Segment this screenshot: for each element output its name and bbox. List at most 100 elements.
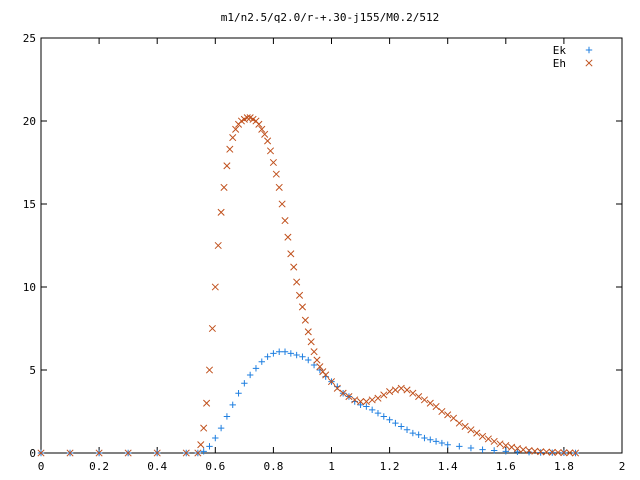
x-tick-label: 0.4 [147, 460, 167, 473]
data-point [398, 423, 405, 430]
data-point [479, 446, 486, 453]
data-point [232, 125, 240, 133]
data-point [200, 448, 207, 455]
data-point [223, 162, 231, 170]
legend-marker [585, 46, 593, 54]
data-point [514, 448, 521, 456]
data-point [479, 432, 487, 440]
legend-label: Ek [553, 44, 567, 57]
x-tick-label: 1 [328, 460, 335, 473]
data-point [571, 449, 580, 457]
data-point [380, 413, 387, 420]
data-point [351, 396, 359, 404]
data-point [229, 134, 237, 142]
x-tick-label: 1.4 [438, 460, 458, 473]
x-tick-label: 1.2 [380, 460, 400, 473]
data-point [415, 431, 422, 438]
data-point [357, 401, 364, 409]
data-point [264, 353, 271, 360]
data-point [304, 328, 312, 336]
data-point [542, 448, 551, 456]
data-point [290, 263, 298, 271]
x-axis: 0 0.2 0.4 0.6 0.8 1 1.2 1.4 1.6 1.8 2 [38, 38, 626, 473]
x-tick-label: 1.8 [554, 460, 574, 473]
series-layer [37, 114, 580, 457]
data-point [287, 350, 295, 357]
data-point [255, 120, 263, 128]
data-point [426, 399, 434, 407]
data-point [217, 208, 225, 216]
data-point [560, 449, 568, 457]
data-point [295, 291, 304, 299]
data-point [374, 409, 382, 417]
data-point [403, 386, 411, 394]
data-point [205, 366, 214, 374]
data-point [444, 411, 452, 419]
data-point [208, 324, 216, 333]
data-point [203, 399, 211, 407]
data-point [345, 393, 353, 401]
data-point [508, 443, 516, 451]
data-point [415, 393, 423, 401]
y-tick-label: 25 [23, 32, 36, 45]
data-point [252, 365, 260, 372]
data-point [287, 250, 295, 258]
data-point [197, 441, 205, 449]
data-point [316, 366, 324, 374]
data-point [484, 435, 492, 443]
series-eh [37, 114, 580, 457]
y-tick-label: 0 [29, 447, 36, 460]
data-point [339, 389, 347, 397]
data-point [217, 424, 225, 432]
data-point [420, 396, 429, 404]
data-point [537, 449, 544, 456]
legend-marker [585, 59, 593, 67]
data-point [566, 449, 574, 457]
data-point [333, 384, 341, 392]
x-tick-label: 0.6 [205, 460, 225, 473]
y-axis: 0 5 10 15 20 25 [23, 32, 622, 460]
data-point [305, 356, 312, 364]
data-point [95, 449, 103, 457]
data-point [281, 348, 289, 355]
data-point [380, 391, 388, 399]
data-point [368, 406, 376, 414]
data-point [243, 114, 251, 122]
data-point [299, 353, 306, 360]
data-point [490, 447, 498, 454]
y-tick-label: 10 [23, 281, 36, 294]
data-point [392, 419, 399, 427]
data-point [278, 200, 286, 208]
data-point [272, 170, 280, 178]
data-point [220, 183, 228, 191]
x-tick-label: 2 [619, 460, 626, 473]
data-point [322, 371, 330, 379]
data-point [206, 443, 213, 450]
data-point [275, 183, 283, 191]
data-point [214, 241, 222, 250]
data-point [327, 378, 336, 386]
y-tick-label: 5 [29, 364, 36, 377]
data-point [531, 447, 539, 455]
x-tick-label: 0.8 [263, 460, 283, 473]
data-point [200, 424, 208, 432]
data-point [264, 137, 272, 145]
data-point [153, 449, 161, 457]
x-tick-label: 1.6 [496, 460, 516, 473]
data-point [438, 439, 446, 447]
plot-frame [40, 37, 623, 454]
data-point [223, 413, 231, 420]
data-point [258, 125, 266, 133]
data-point [269, 158, 277, 167]
data-point [301, 316, 309, 324]
data-point [525, 446, 533, 455]
data-point [432, 402, 440, 411]
data-point [537, 448, 545, 456]
data-point [316, 363, 324, 371]
data-point [391, 386, 399, 394]
data-point [182, 449, 190, 457]
data-point [293, 351, 300, 359]
data-point [456, 443, 463, 450]
